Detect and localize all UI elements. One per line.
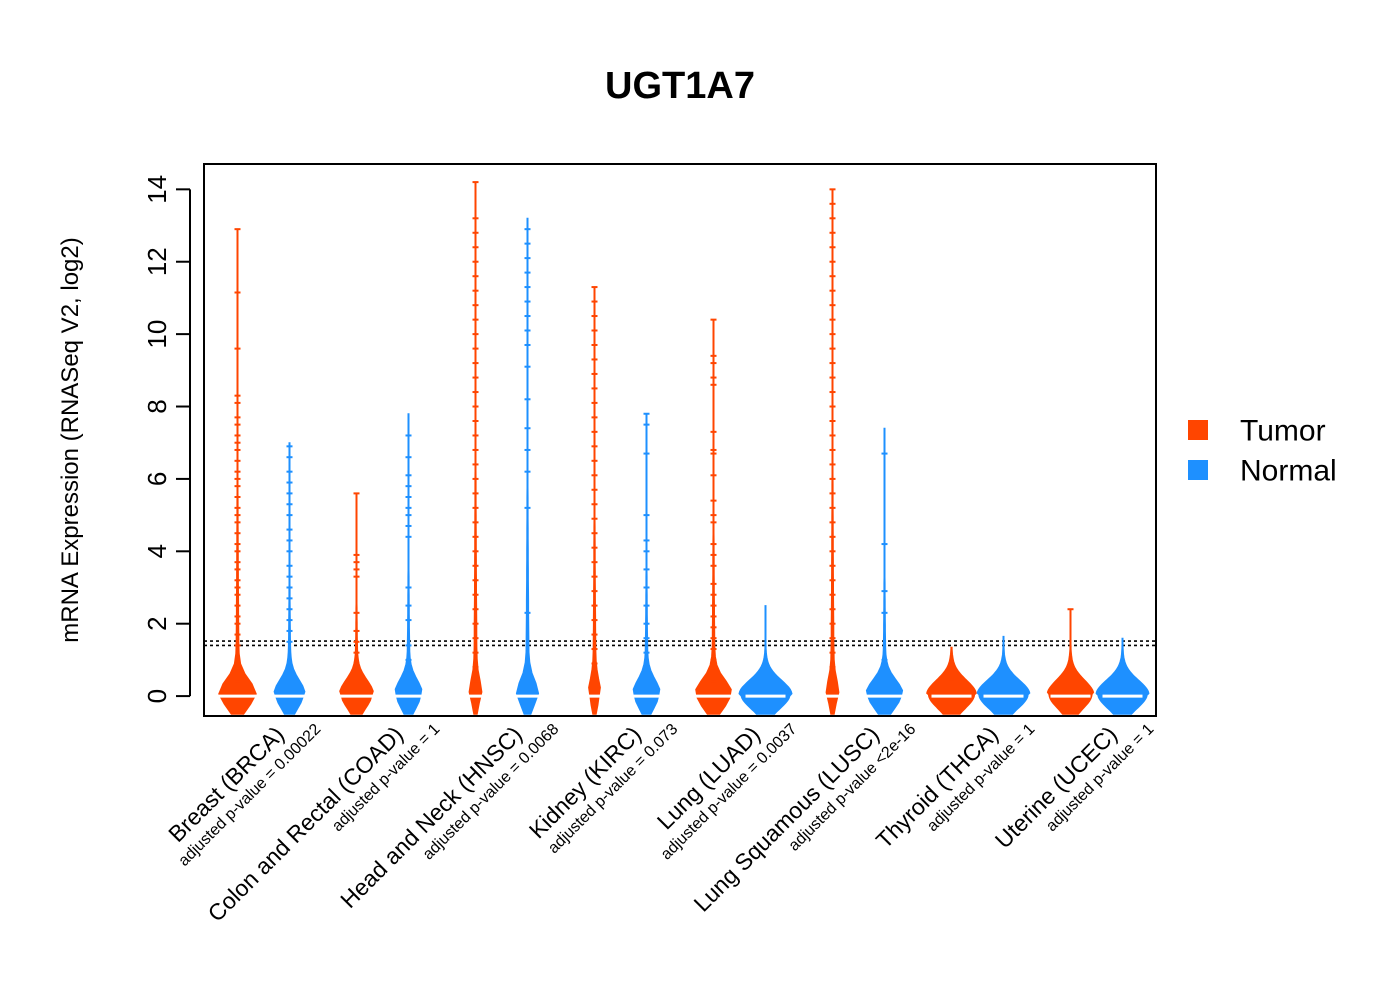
tumor-group — [336, 492, 377, 715]
normal-violin — [865, 427, 904, 715]
normal-violin — [632, 413, 661, 715]
y-tick-label: 4 — [142, 544, 172, 558]
y-tick-label: 12 — [142, 247, 172, 276]
normal-violin — [738, 605, 793, 715]
tumor-group — [812, 188, 853, 715]
y-tick-label: 0 — [142, 689, 172, 703]
legend-swatch-normal — [1188, 460, 1208, 480]
normal-group — [864, 427, 905, 715]
tumor-violin — [695, 319, 732, 715]
tumor-group — [1046, 608, 1095, 715]
normal-violin — [394, 413, 423, 715]
y-tick-label: 10 — [142, 320, 172, 349]
normal-group — [388, 413, 429, 715]
y-tick-label: 6 — [142, 472, 172, 486]
y-axis-label: mRNA Expression (RNASeq V2, log2) — [57, 237, 84, 643]
chart-title: UGT1A7 — [605, 65, 755, 107]
normal-violin — [1095, 637, 1150, 715]
tumor-group — [926, 646, 977, 715]
tumor-violin — [825, 188, 840, 715]
y-axis: 0 2 4 6 8 10 12 14 — [142, 175, 191, 703]
tumor-group — [574, 286, 615, 715]
x-axis: Breast (BRCA)adjusted p-value = 0.00022C… — [163, 721, 1157, 927]
tumor-group — [455, 181, 496, 715]
normal-group — [976, 635, 1031, 715]
normal-group — [269, 442, 310, 715]
plot-area — [204, 181, 1156, 715]
y-tick-label: 8 — [142, 399, 172, 413]
normal-violin — [273, 442, 306, 715]
tumor-group — [693, 318, 734, 715]
normal-violin — [515, 217, 540, 715]
y-tick-label: 2 — [142, 616, 172, 630]
normal-group — [1095, 637, 1150, 715]
normal-group — [738, 605, 793, 715]
legend-label-normal: Normal — [1240, 455, 1337, 488]
tumor-violin — [1046, 608, 1095, 715]
normal-violin — [976, 635, 1031, 715]
x-category-label: Colon and Rectal (COAD) — [203, 721, 408, 926]
normal-group — [626, 412, 667, 715]
legend-swatch-tumor — [1188, 420, 1208, 440]
tumor-violin — [339, 492, 374, 715]
plot-frame — [203, 163, 1157, 717]
y-tick-label: 14 — [142, 175, 172, 204]
legend: Tumor Normal — [1188, 415, 1337, 488]
legend-label-tumor: Tumor — [1240, 415, 1326, 448]
normal-group — [507, 217, 548, 715]
tumor-group — [217, 228, 258, 715]
tumor-violin — [588, 286, 601, 715]
